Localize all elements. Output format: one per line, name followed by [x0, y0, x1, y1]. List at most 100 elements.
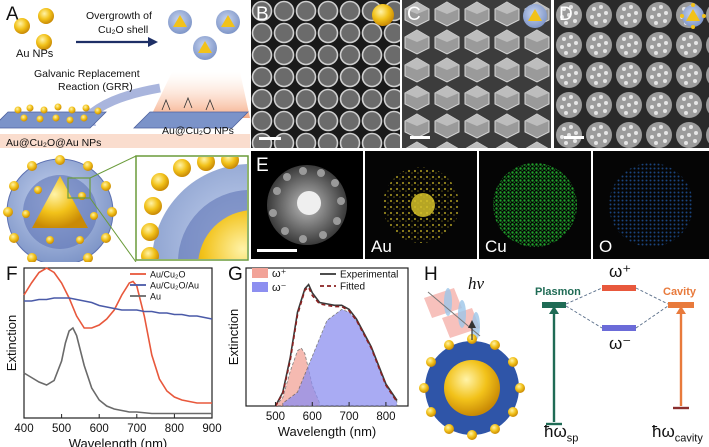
- eds-label-o: O: [599, 237, 613, 256]
- x-tick-label-5: 900: [202, 423, 221, 435]
- panel-label-e: E: [256, 155, 269, 176]
- plot-frame: [23, 267, 213, 419]
- panel-a: A: [0, 0, 250, 262]
- cu2o-slab-right: [133, 111, 249, 129]
- cu-map-dots: [493, 163, 577, 247]
- omega-plus-label: ω⁺: [609, 262, 632, 281]
- hbar-omega-sp-symbol: ħω: [544, 422, 567, 441]
- sem-image-c: C: [402, 0, 551, 148]
- series-line-3: [274, 286, 398, 407]
- scale-bar-e: [257, 249, 297, 252]
- energy-diagram-h: [419, 285, 694, 440]
- x-tick-label-2: 700: [339, 411, 358, 423]
- panel-label-a: A: [6, 4, 19, 25]
- grr-label-1: Galvanic Replacement: [34, 68, 140, 80]
- tem-image-b: B: [251, 0, 400, 148]
- sem-c-pattern: [402, 0, 551, 148]
- au-cu2o-au-particle: [3, 155, 117, 262]
- grr-label-2: Reaction (GRR): [58, 81, 133, 93]
- cavity-level: [668, 302, 694, 308]
- hv-label: hν: [468, 274, 485, 293]
- au-cu2o-cluster: [168, 10, 240, 60]
- panel-label-c: C: [407, 4, 421, 25]
- au-nps-label: Au NPs: [16, 48, 54, 60]
- panel-label-h: H: [424, 264, 438, 285]
- panel-label-g: G: [228, 264, 243, 285]
- series-line-0: [23, 267, 212, 404]
- plasmon-level: [542, 302, 566, 308]
- panel-label-b: B: [256, 4, 269, 25]
- plasmon-label: Plasmon: [535, 286, 581, 298]
- x-tick-label-3: 700: [127, 423, 146, 435]
- core-shell-particle-icon: [419, 320, 525, 440]
- legend-label-2: Au: [150, 292, 161, 302]
- overgrowth-label-1: Overgrowth of: [86, 10, 152, 22]
- x-axis-label: Wavelength (nm): [278, 424, 377, 439]
- sem-image-d: D: [554, 0, 709, 148]
- omega-minus-level: [602, 325, 636, 331]
- series-line-2: [274, 283, 398, 407]
- schematic-a: [0, 8, 250, 262]
- scale-bar-d: [564, 136, 584, 139]
- cavity-label: Cavity: [663, 286, 697, 298]
- scale-bar-b: [259, 137, 281, 140]
- haadf-particle: [267, 165, 347, 245]
- panel-f: F 400 500 600 700 800 900 Wavelength (nm) Extin…: [0, 262, 222, 447]
- series-line-2: [23, 326, 212, 415]
- extinction-chart-f: 400 500 600 700 800 900 Wavelength (nm) Extinct…: [4, 267, 222, 447]
- x-tick-label-1: 500: [52, 423, 71, 435]
- sem-d-pattern: [554, 0, 709, 148]
- x-tick-label-0: 400: [14, 423, 33, 435]
- x-tick-label-3: 800: [376, 411, 395, 423]
- cu2o-slab-left: [0, 111, 107, 129]
- au-cu2o-au-nps-label: Au@Cu₂O@Au NPs: [6, 137, 102, 149]
- panel-label-f: F: [6, 264, 18, 285]
- au-cu2o-nps-label: Au@Cu₂O NPs: [162, 125, 234, 137]
- x-tick-label-4: 800: [165, 423, 184, 435]
- au-sphere-icon: [372, 4, 394, 26]
- x-tick-label-1: 600: [303, 411, 322, 423]
- legend-label-fill-0: ω⁺: [272, 268, 287, 280]
- legend-label-line-1: Fitted: [340, 282, 365, 293]
- legend-label-0: Au/Cu₂O: [150, 270, 186, 280]
- overgrowth-label-2: Cu₂O shell: [98, 24, 149, 36]
- au-cu2o-icon: [523, 4, 547, 28]
- eds-map-au: Au: [365, 151, 477, 259]
- scale-bar-c: [410, 136, 430, 139]
- series-fill-1: [282, 308, 398, 407]
- eds-map-cu: Cu: [479, 151, 591, 259]
- legend-swatch-fill-0: [252, 268, 268, 278]
- legend-label-line-0: Experimental: [340, 270, 398, 281]
- light-beam-icon: [424, 288, 481, 340]
- omega-plus-level: [602, 285, 636, 291]
- haadf-image-e: E: [251, 151, 363, 259]
- panel-h: H: [418, 262, 709, 447]
- legend-label-1: Au/Cu₂O/Au: [150, 281, 199, 291]
- x-tick-label-0: 500: [266, 411, 285, 423]
- au-cu2o-au-icon: [680, 3, 706, 29]
- legend-swatch-fill-1: [252, 282, 268, 292]
- eds-map-o: O: [593, 151, 709, 259]
- panel-g: G 500 600 700 800 Wavelength (nm) Extinction ω…: [222, 262, 418, 447]
- sp-subscript: sp: [566, 432, 579, 445]
- y-axis-label: Extinction: [226, 309, 241, 365]
- cavity-subscript: cavity: [674, 432, 703, 445]
- panel-label-d: D: [559, 4, 573, 25]
- hbar-omega-cavity-symbol: ħω: [652, 422, 675, 441]
- x-tick-label-2: 600: [90, 423, 109, 435]
- zoom-inset: [135, 155, 249, 261]
- reaction-glow: [150, 72, 250, 118]
- tem-b-pattern: [251, 0, 400, 148]
- au-map-dots: [383, 167, 459, 243]
- au-np-cluster: [14, 8, 54, 50]
- legend-label-fill-1: ω⁻: [272, 282, 287, 294]
- eds-label-cu: Cu: [485, 237, 507, 256]
- eds-label-au: Au: [371, 237, 392, 256]
- o-map-dots: [609, 163, 693, 247]
- hbar-omega-sp-label: ħωsp: [544, 422, 578, 444]
- series-line-1: [24, 297, 213, 320]
- x-axis-label: Wavelength (nm): [69, 436, 168, 447]
- omega-minus-label: ω⁻: [609, 334, 632, 353]
- hbar-omega-cavity-label: ħωcavity: [652, 422, 703, 444]
